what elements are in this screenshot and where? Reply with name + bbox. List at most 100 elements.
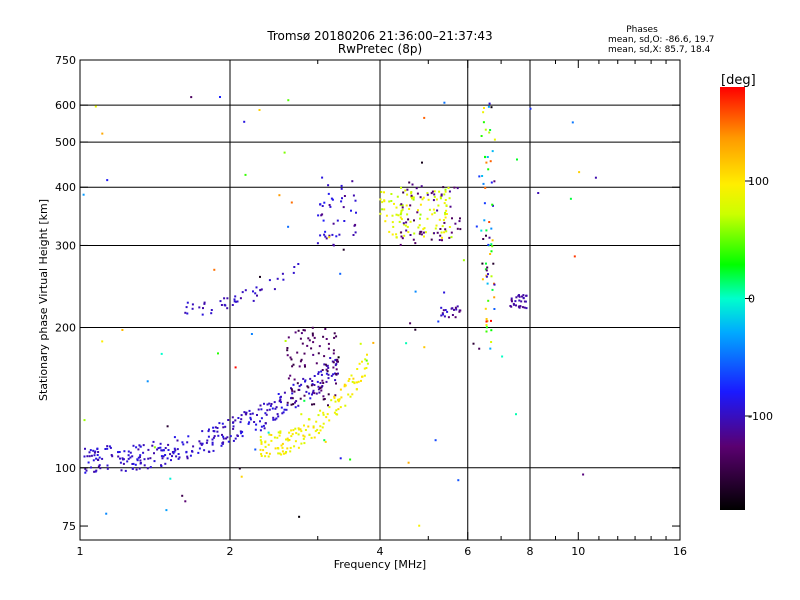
echo-point	[287, 377, 290, 380]
echo-point	[399, 243, 402, 246]
x-tick-label: 16	[673, 545, 687, 558]
echo-point	[312, 353, 315, 356]
echo-point	[433, 232, 435, 235]
echo-point	[151, 444, 154, 447]
echo-point	[291, 365, 294, 368]
echo-point	[181, 494, 184, 497]
echo-point	[210, 312, 213, 315]
echo-point	[343, 385, 346, 388]
axis-tick-labels: 1 2 4 6 8 10 16 75 100 200 300 400 500 600 750	[55, 54, 687, 558]
echo-point	[409, 234, 412, 236]
echo-point	[294, 427, 297, 430]
echo-point	[431, 190, 434, 193]
echo-point	[266, 409, 269, 412]
echo-point	[347, 393, 350, 396]
echo-point	[290, 435, 293, 438]
echo-point	[488, 131, 491, 134]
echo-point	[418, 232, 421, 235]
echo-point	[160, 352, 163, 355]
echo-point	[337, 360, 339, 363]
echo-point	[226, 297, 229, 300]
echo-point	[438, 239, 441, 241]
echo-point	[153, 446, 156, 449]
echo-point	[173, 436, 176, 439]
echo-point	[421, 161, 423, 164]
echo-point	[309, 397, 312, 400]
y-axis-label: Stationary phase Virtual Height [km]	[37, 199, 50, 401]
echo-point	[329, 205, 332, 208]
echo-point	[281, 412, 284, 415]
echo-point	[332, 349, 335, 352]
x-tick-label: 1	[77, 545, 84, 558]
echo-point	[315, 362, 318, 365]
echo-point	[337, 408, 340, 411]
echo-point	[287, 439, 290, 442]
echo-point	[239, 297, 242, 300]
echo-point	[293, 445, 296, 448]
echo-point	[212, 426, 215, 429]
echo-point	[323, 398, 326, 400]
echo-point	[404, 189, 407, 192]
echo-point	[487, 105, 490, 108]
echo-point	[321, 369, 324, 371]
echo-point	[457, 479, 460, 482]
echo-point	[127, 457, 130, 460]
echo-point	[388, 230, 391, 233]
echo-point	[308, 433, 311, 436]
echo-point	[262, 424, 265, 427]
echo-point	[268, 452, 271, 455]
echo-point	[132, 462, 135, 465]
echo-point	[216, 427, 219, 429]
echo-point	[337, 372, 339, 375]
echo-point	[327, 393, 330, 396]
echo-point	[203, 449, 206, 452]
echo-point	[177, 453, 180, 455]
echo-point	[384, 220, 387, 223]
echo-point	[222, 426, 225, 429]
echo-point	[492, 262, 495, 265]
echo-point	[401, 206, 404, 209]
echo-point	[290, 403, 293, 406]
echo-point	[206, 439, 209, 442]
echo-point	[487, 299, 490, 302]
echo-point	[518, 295, 521, 298]
echo-point	[105, 512, 108, 515]
echo-point	[307, 337, 310, 340]
echo-point	[417, 209, 419, 212]
echo-point	[197, 451, 200, 454]
echo-point	[419, 230, 422, 233]
echo-point	[90, 454, 93, 457]
x-tick-label: 6	[464, 545, 471, 558]
echo-point	[213, 268, 216, 271]
echo-point	[231, 304, 234, 306]
echo-point	[186, 455, 189, 458]
echo-point	[486, 282, 489, 285]
echo-point	[311, 334, 314, 337]
echo-point	[514, 300, 517, 303]
echo-point	[337, 400, 340, 403]
echo-point	[227, 440, 230, 443]
echo-point	[236, 300, 239, 303]
echo-point	[95, 457, 98, 460]
echo-point	[297, 404, 300, 407]
echo-point	[138, 444, 141, 447]
echo-point	[212, 436, 215, 439]
echo-point	[491, 150, 494, 153]
echo-point	[441, 239, 443, 242]
echo-point	[416, 211, 419, 214]
echo-point	[493, 296, 496, 299]
echo-point	[318, 345, 321, 348]
echo-point	[442, 186, 445, 189]
echo-point	[296, 382, 299, 385]
echo-point	[286, 447, 289, 450]
echo-point	[400, 186, 402, 189]
echo-point	[313, 403, 316, 406]
echo-point	[315, 420, 318, 423]
echo-point	[359, 342, 362, 345]
echo-point	[402, 222, 405, 225]
echo-point	[340, 200, 343, 203]
echo-point	[488, 236, 491, 239]
echo-point	[299, 360, 302, 363]
echo-point	[414, 290, 417, 293]
echo-point	[288, 439, 291, 441]
